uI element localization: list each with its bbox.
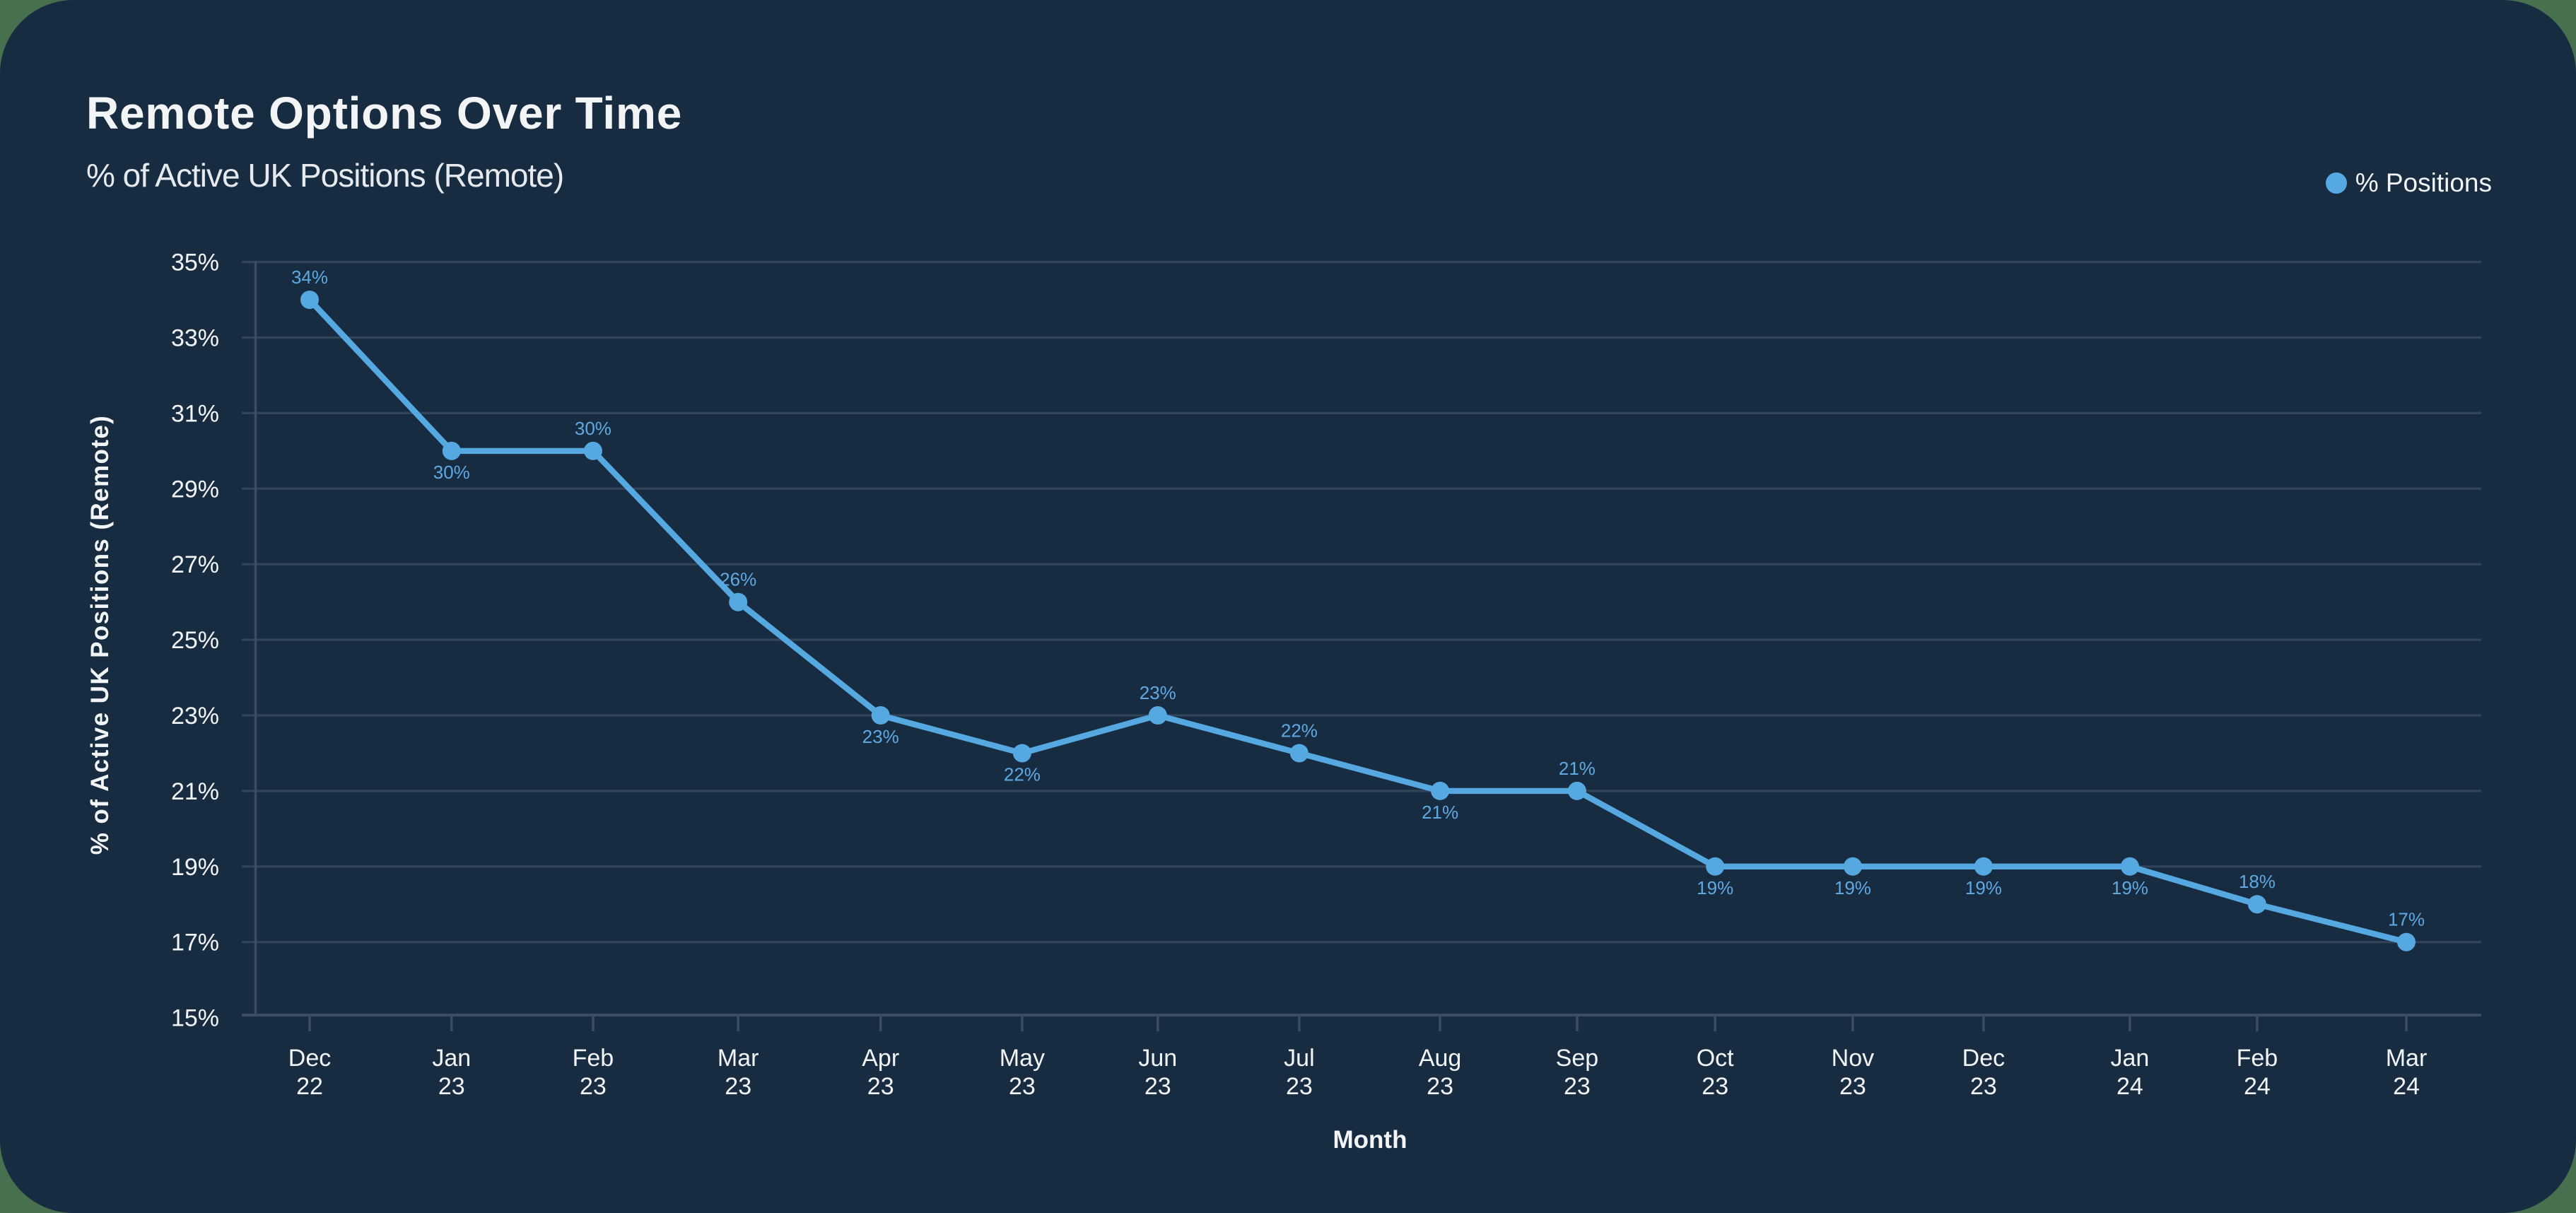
svg-text:19%: 19%	[1834, 877, 1871, 898]
svg-text:23: 23	[580, 1073, 607, 1100]
svg-text:24: 24	[2393, 1073, 2420, 1100]
svg-text:Oct: Oct	[1697, 1045, 1734, 1072]
svg-text:33%: 33%	[171, 325, 219, 352]
svg-text:Apr: Apr	[862, 1045, 899, 1072]
svg-text:Nov: Nov	[1832, 1045, 1874, 1072]
svg-text:30%: 30%	[575, 418, 611, 439]
svg-text:Feb: Feb	[2237, 1045, 2278, 1072]
svg-text:22: 22	[296, 1073, 323, 1100]
svg-text:21%: 21%	[171, 778, 219, 805]
svg-text:24: 24	[2244, 1073, 2271, 1100]
svg-text:Jun: Jun	[1138, 1045, 1177, 1072]
svg-text:24: 24	[2117, 1073, 2143, 1100]
svg-text:23%: 23%	[1140, 682, 1176, 703]
svg-text:22%: 22%	[1281, 720, 1318, 742]
svg-text:35%: 35%	[171, 250, 219, 276]
svg-text:27%: 27%	[171, 551, 219, 578]
svg-text:17%: 17%	[2388, 909, 2425, 930]
svg-text:19%: 19%	[1697, 877, 1733, 898]
svg-text:23: 23	[1427, 1073, 1453, 1100]
svg-text:23: 23	[438, 1073, 465, 1100]
svg-text:19%: 19%	[2112, 877, 2148, 898]
svg-text:Remote Options Over Time: Remote Options Over Time	[86, 88, 682, 139]
svg-text:23: 23	[1702, 1073, 1728, 1100]
svg-text:23%: 23%	[171, 703, 219, 729]
svg-text:23: 23	[1564, 1073, 1591, 1100]
svg-text:19%: 19%	[1965, 877, 2002, 898]
svg-text:23: 23	[1970, 1073, 1997, 1100]
svg-text:21%: 21%	[1422, 802, 1458, 823]
svg-text:Mar: Mar	[2386, 1045, 2428, 1072]
svg-text:21%: 21%	[1559, 758, 1596, 779]
svg-text:34%: 34%	[291, 266, 328, 288]
svg-text:26%: 26%	[720, 569, 756, 590]
svg-text:Mar: Mar	[718, 1045, 759, 1072]
svg-text:Dec: Dec	[1962, 1045, 2005, 1072]
svg-text:25%: 25%	[171, 627, 219, 654]
svg-text:Feb: Feb	[573, 1045, 614, 1072]
svg-text:Jul: Jul	[1284, 1045, 1314, 1072]
svg-text:29%: 29%	[171, 476, 219, 503]
svg-text:% of Active UK Positions (Remo: % of Active UK Positions (Remote)	[86, 157, 563, 194]
svg-text:23: 23	[1009, 1073, 1036, 1100]
svg-text:19%: 19%	[171, 854, 219, 881]
svg-text:23%: 23%	[862, 726, 899, 747]
svg-text:22%: 22%	[1004, 764, 1041, 785]
svg-text:18%: 18%	[2239, 871, 2276, 892]
svg-text:% Positions: % Positions	[2355, 168, 2492, 197]
svg-text:23: 23	[1144, 1073, 1171, 1100]
svg-text:Month: Month	[1333, 1126, 1407, 1154]
svg-text:Jan: Jan	[432, 1045, 471, 1072]
svg-text:Jan: Jan	[2110, 1045, 2149, 1072]
svg-text:May: May	[1000, 1045, 1045, 1072]
svg-text:23: 23	[725, 1073, 751, 1100]
svg-text:23: 23	[867, 1073, 894, 1100]
svg-text:15%: 15%	[171, 1005, 219, 1032]
svg-text:Sep: Sep	[1556, 1045, 1599, 1072]
svg-text:% of Active UK Positions (Remo: % of Active UK Positions (Remote)	[86, 415, 114, 855]
svg-text:31%: 31%	[171, 400, 219, 427]
svg-text:23: 23	[1286, 1073, 1313, 1100]
svg-text:Aug: Aug	[1419, 1045, 1462, 1072]
svg-text:30%: 30%	[433, 462, 470, 483]
svg-text:23: 23	[1839, 1073, 1866, 1100]
svg-text:17%: 17%	[171, 930, 219, 956]
svg-text:Dec: Dec	[288, 1045, 331, 1072]
